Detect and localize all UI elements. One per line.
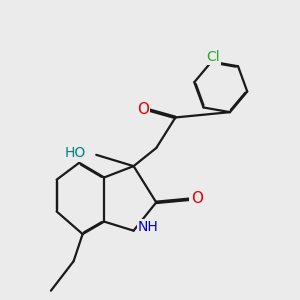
Text: O: O bbox=[191, 191, 203, 206]
Text: HO: HO bbox=[65, 146, 86, 161]
Text: O: O bbox=[137, 102, 149, 117]
Text: Cl: Cl bbox=[206, 50, 220, 64]
Text: NH: NH bbox=[138, 220, 159, 234]
